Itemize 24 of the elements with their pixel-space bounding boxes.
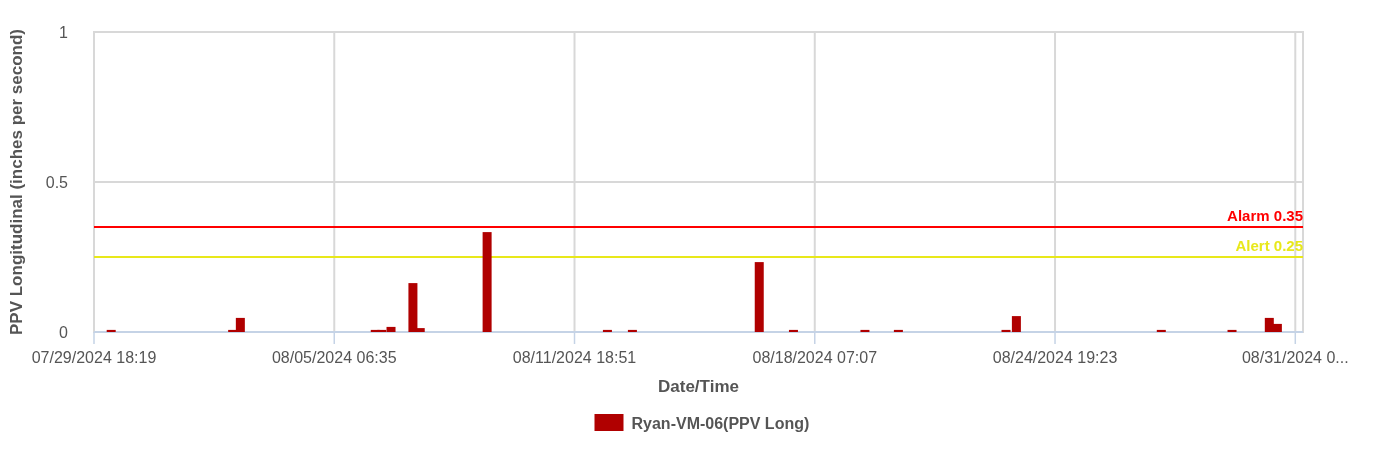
y-tick-label: 0.5: [45, 174, 69, 191]
x-tick-label: 08/31/2024 0...: [1241, 349, 1349, 366]
bar: [602, 329, 612, 332]
y-tick-label: 1: [59, 24, 69, 41]
legend-label: Ryan-VM-06(PPV Long): [631, 415, 810, 432]
bar: [788, 329, 798, 332]
x-tick-label: 08/24/2024 19:23: [992, 349, 1118, 366]
x-tick-label: 07/29/2024 18:19: [31, 349, 157, 366]
bar: [860, 329, 870, 332]
bar: [1156, 329, 1166, 332]
bar: [893, 329, 903, 332]
ref-line-label: Alarm 0.35: [1227, 207, 1303, 224]
ref-line-label: Alert 0.25: [1235, 237, 1303, 254]
y-tick-label: 0: [59, 324, 69, 341]
bar: [627, 329, 637, 332]
bar: [106, 329, 116, 332]
x-tick-label: 08/05/2024 06:35: [271, 349, 397, 366]
y-axis-title: PPV Longitudinal (inches per second): [7, 28, 26, 336]
x-tick-label: 08/18/2024 07:07: [752, 349, 878, 366]
x-axis-title: Date/Time: [658, 377, 739, 396]
bar: [482, 232, 492, 332]
bar: [754, 262, 764, 332]
bar: [1227, 329, 1237, 332]
x-tick-label: 08/11/2024 18:51: [512, 349, 637, 366]
